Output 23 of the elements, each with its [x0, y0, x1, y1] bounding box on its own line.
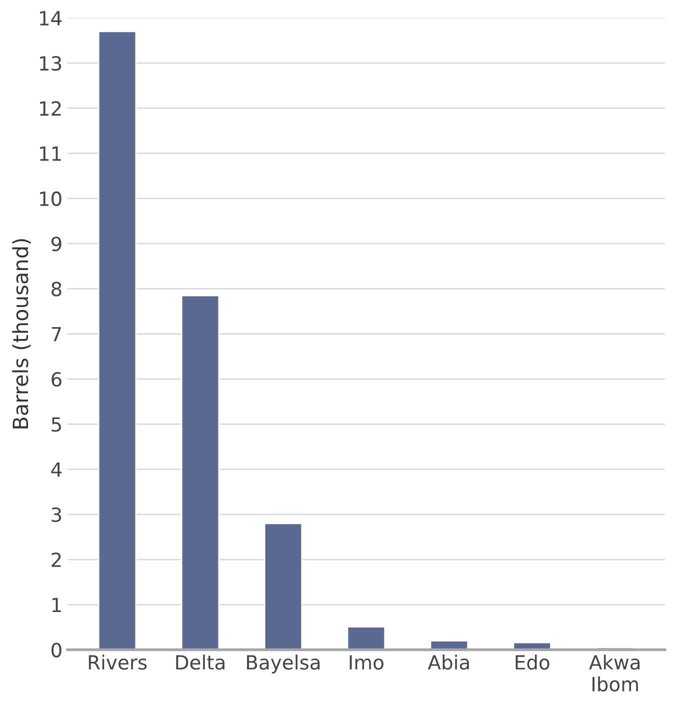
y-tick-label: 8: [52, 282, 62, 296]
y-tick-label: 4: [51, 462, 62, 477]
y-tick-label: 1: [52, 598, 61, 612]
x-tick-label: Edo: [516, 654, 550, 670]
y-tick-label: 10: [40, 191, 62, 206]
x-tick-label: Rivers: [88, 654, 147, 670]
y-axis-title: Barrels (thousand): [12, 239, 31, 428]
x-tick-label: Akwa Ibom: [589, 654, 640, 692]
x-tick-label: Imo: [350, 655, 384, 670]
y-tick-label: 6: [52, 372, 62, 387]
y-tick-label: 13: [40, 56, 62, 71]
x-tick-label: Bayelsa: [247, 654, 320, 674]
y-tick-label: 11: [40, 146, 61, 161]
x-tick-label: Abia: [428, 654, 469, 670]
y-tick-label: 0: [52, 642, 62, 658]
y-tick-label: 9: [51, 236, 62, 252]
y-tick-label: 2: [52, 552, 61, 567]
y-tick-label: 3: [52, 507, 62, 522]
y-tick-label: 14: [40, 11, 62, 26]
y-tick-label: 7: [52, 327, 61, 342]
x-tick-label: Delta: [176, 654, 224, 670]
y-tick-label: 12: [40, 101, 61, 116]
y-tick-label: 5: [52, 417, 61, 432]
